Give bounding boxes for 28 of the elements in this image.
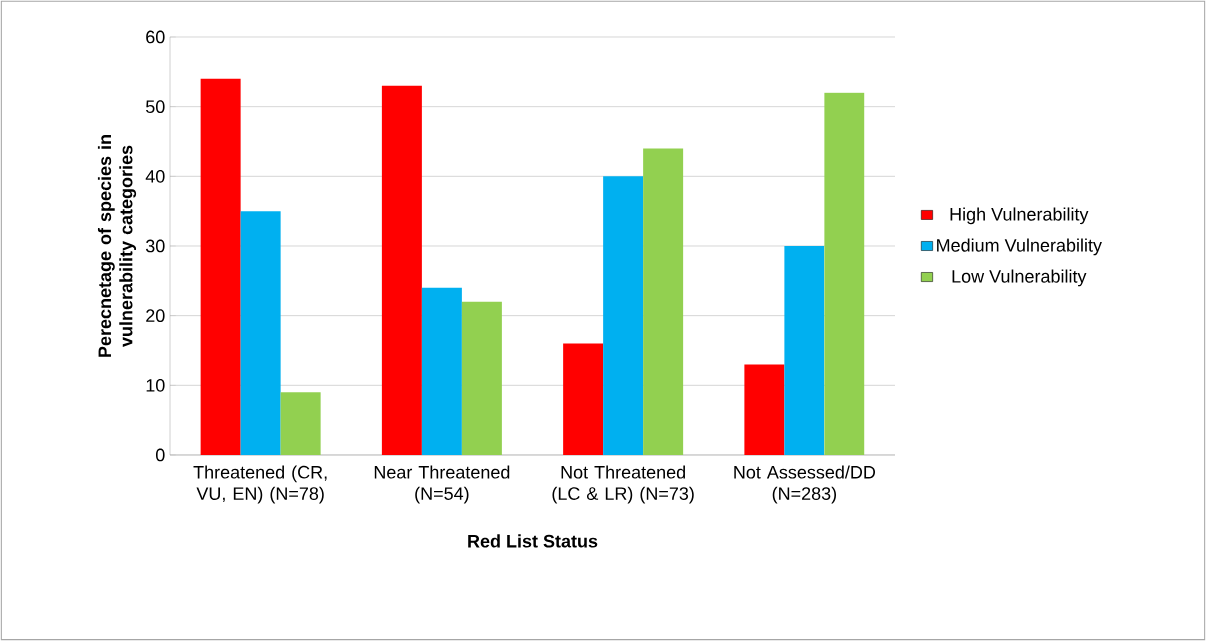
y-tick-label: 20 <box>146 309 165 323</box>
y-tick-label: 50 <box>145 100 165 114</box>
y-tick-label: 60 <box>146 30 165 44</box>
y-axis-title: Perecnetage of species in vulnerability categories <box>97 135 137 357</box>
y-tick-label: 30 <box>145 239 165 253</box>
legend-label: Medium Vulnerability <box>937 238 1102 256</box>
bar <box>381 85 422 455</box>
legend-label: High Vulnerability <box>950 207 1089 225</box>
bar <box>824 92 865 455</box>
bar <box>784 245 825 455</box>
bar <box>643 148 684 455</box>
x-tick-label: Not Assessed/DD (N=283) <box>734 465 876 504</box>
x-tick-label: Threatened (CR, VU, EN) (N=78) <box>193 465 327 504</box>
bar <box>461 301 502 455</box>
y-tick-label: 40 <box>145 169 165 183</box>
y-tick-label: 10 <box>146 378 165 392</box>
y-tick-label: 0 <box>156 448 165 462</box>
legend-label: Low Vulnerability <box>952 269 1087 287</box>
bar <box>240 211 281 455</box>
bar <box>744 364 785 455</box>
x-axis-title: Red List Status <box>468 534 598 548</box>
bar <box>200 78 241 455</box>
bar <box>421 287 462 455</box>
x-tick-label: Near Threatened (N=54) <box>374 465 510 504</box>
bar <box>563 343 604 455</box>
bar <box>280 392 321 455</box>
bar <box>603 176 644 455</box>
x-tick-label: Not Threatened (LC & LR) (N=73) <box>552 465 694 504</box>
